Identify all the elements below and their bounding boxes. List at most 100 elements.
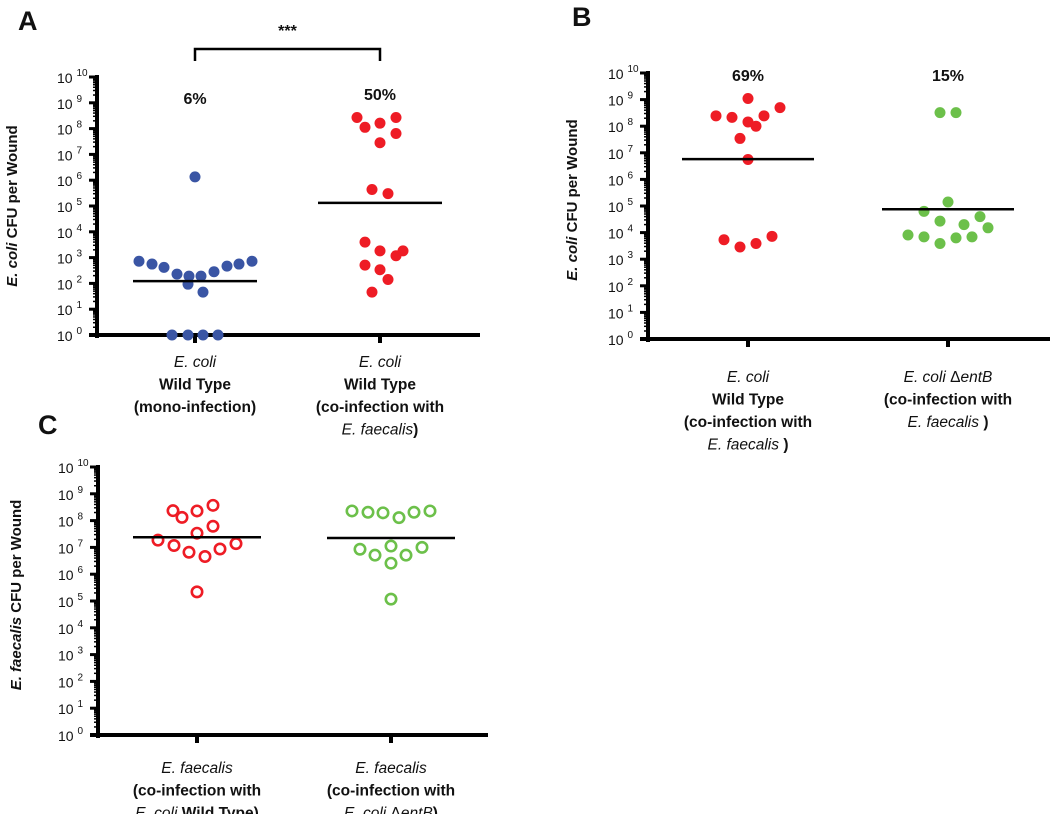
significance-label: *** (278, 23, 297, 40)
tick-exponent: 1 (76, 300, 82, 311)
data-point (206, 498, 220, 512)
data-point (934, 107, 946, 119)
y-axis-label-part: CFU per Wound (4, 125, 21, 242)
data-point (166, 329, 178, 341)
tick-base: 10 (608, 93, 627, 109)
data-point (374, 137, 386, 149)
data-point (351, 112, 363, 124)
tick-exponent: 3 (627, 250, 633, 261)
data-point (374, 117, 386, 129)
data-point (213, 542, 227, 556)
data-point (175, 510, 189, 524)
tick-base: 10 (58, 540, 77, 556)
data-point (774, 102, 786, 114)
tick-exponent: 9 (76, 94, 82, 105)
data-point (374, 245, 386, 257)
data-point (361, 505, 375, 519)
tick-base: 10 (57, 199, 76, 215)
data-point (934, 238, 946, 250)
y-axis-label-part: CFU per Wound (8, 500, 25, 617)
tick-base: 10 (58, 514, 77, 530)
y-tick-label: 10 4 (608, 224, 633, 242)
tick-base: 10 (57, 173, 76, 189)
data-point (390, 112, 402, 124)
data-point (734, 241, 746, 253)
y-tick-label: 10 5 (608, 197, 633, 215)
data-point (146, 258, 158, 270)
data-point (233, 258, 245, 270)
tick-base: 10 (57, 70, 76, 86)
label-segment: ) (979, 414, 988, 431)
x-category-label: E. faecalis (161, 760, 233, 777)
tick-base: 10 (57, 276, 76, 292)
data-point (353, 542, 367, 556)
tick-base: 10 (608, 172, 627, 188)
tick-base: 10 (608, 146, 627, 162)
tick-exponent: 5 (76, 197, 82, 208)
tick-base: 10 (57, 122, 76, 138)
tick-base: 10 (58, 460, 77, 476)
group-0: 69% E. coli Wild Type (co-infection with E. … (682, 68, 814, 454)
label-segment: Wild Type (159, 377, 231, 394)
data-point (950, 232, 962, 244)
y-tick-label: 10 8 (58, 512, 83, 530)
data-point (902, 229, 914, 241)
label-segment: E. faecalis (161, 760, 233, 777)
group-1: 15% E. coli ΔentB (co-infection with E. fae… (882, 68, 1014, 431)
label-segment: Δ (391, 805, 401, 814)
data-point (958, 219, 970, 231)
y-tick-label: 10 3 (58, 646, 83, 664)
data-point (359, 236, 371, 248)
data-point (182, 545, 196, 559)
label-segment: Wild Type) (177, 805, 258, 814)
data-point (384, 556, 398, 570)
label-segment: Δ (950, 369, 960, 386)
label-segment: Wild Type (344, 377, 416, 394)
label-segment: (co-infection with (884, 392, 1012, 409)
data-point (918, 205, 930, 217)
data-point (974, 211, 986, 223)
tick-exponent: 5 (627, 197, 633, 208)
tick-exponent: 3 (77, 646, 83, 657)
data-point (229, 537, 243, 551)
label-segment: (co-infection with (327, 783, 455, 800)
y-tick-label: 10 4 (58, 619, 83, 637)
group-1: 50% E. coli Wild Type (co-infection with E. … (316, 87, 444, 439)
y-tick-label: 10 1 (58, 699, 83, 717)
data-point (189, 171, 201, 183)
label-segment: (co-infection with (316, 399, 444, 416)
y-axis-label: E. coli CFU per Wound (564, 119, 581, 280)
data-point (183, 270, 195, 282)
y-tick-label: 10 7 (58, 538, 83, 556)
tick-exponent: 2 (77, 672, 83, 683)
y-tick-label: 10 2 (57, 274, 82, 292)
x-category-label: E. coli Wild Type) (135, 805, 259, 814)
tick-exponent: 1 (627, 303, 633, 314)
tick-base: 10 (608, 119, 627, 135)
x-category-label: E. faecalis (355, 760, 427, 777)
tick-exponent: 10 (76, 68, 88, 79)
data-point (197, 286, 209, 298)
tick-base: 10 (608, 305, 627, 321)
y-tick-label: 10 10 (58, 458, 89, 476)
y-tick-label: 10 9 (58, 485, 83, 503)
data-point (366, 183, 378, 195)
data-point (167, 539, 181, 553)
y-tick-label: 10 2 (58, 672, 83, 690)
y-tick-label: 10 3 (57, 249, 82, 267)
percent-label: 15% (932, 68, 964, 85)
data-point (359, 259, 371, 271)
tick-exponent: 10 (77, 458, 89, 469)
percent-label: 50% (364, 87, 396, 104)
x-category-label: (co-infection with (684, 414, 812, 431)
y-axis-label: E. faecalis CFU per Wound (8, 500, 25, 691)
data-point (423, 504, 437, 518)
tick-exponent: 6 (627, 170, 633, 181)
y-tick-label: 10 7 (57, 145, 82, 163)
data-point (950, 107, 962, 119)
tick-base: 10 (58, 728, 77, 744)
x-category-label: E. coli (174, 354, 217, 371)
tick-base: 10 (58, 701, 77, 717)
data-point (415, 540, 429, 554)
